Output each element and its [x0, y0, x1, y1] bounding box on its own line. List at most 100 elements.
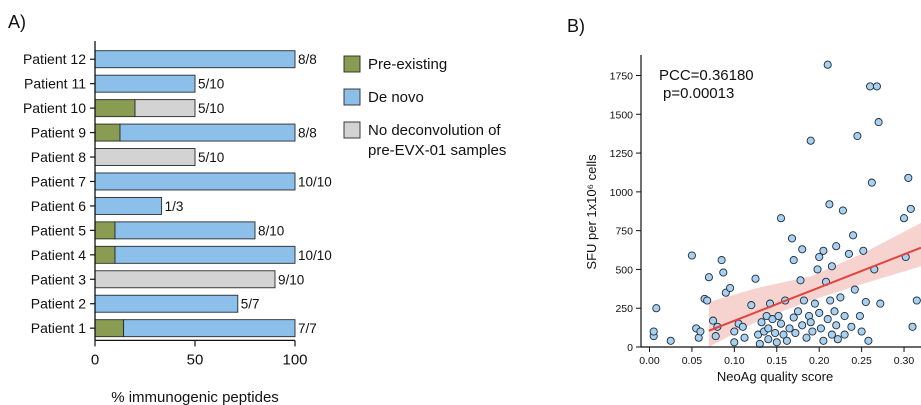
category-label: Patient 12	[23, 51, 86, 67]
data-point	[832, 242, 841, 251]
data-point	[747, 301, 756, 310]
data-point	[771, 328, 780, 338]
data-point	[806, 318, 815, 327]
x-tick-label: 0.00	[639, 355, 660, 367]
y-tick-label: 1000	[610, 187, 634, 199]
data-point	[774, 311, 783, 321]
x-tick-label: 0.10	[724, 355, 745, 367]
panel-label-b: B)	[567, 16, 585, 36]
bar-value-label: 5/10	[198, 150, 224, 165]
data-point	[791, 328, 800, 338]
data-point	[799, 296, 808, 305]
data-point	[806, 136, 815, 145]
category-label: Patient 1	[31, 320, 86, 336]
regression-line	[708, 246, 921, 332]
data-point	[838, 206, 847, 215]
y-tick-label: 1250	[610, 148, 634, 160]
data-point	[709, 316, 718, 325]
category-label: Patient 7	[31, 173, 86, 189]
data-point	[833, 335, 842, 344]
data-point	[830, 307, 839, 316]
data-point	[844, 249, 853, 258]
bar-value-label: 5/7	[241, 297, 260, 312]
y-tick-label: 500	[615, 264, 633, 276]
data-point	[789, 313, 798, 322]
data-point	[861, 297, 870, 307]
x-tick-label: 0	[91, 351, 99, 368]
data-point	[855, 311, 864, 321]
y-tick-label: 1750	[610, 71, 634, 83]
bar-segment	[94, 123, 121, 142]
data-point	[827, 262, 836, 271]
data-point	[738, 322, 747, 331]
bar-value-label: 8/8	[298, 52, 317, 67]
data-point	[840, 311, 849, 321]
legend-label: De novo	[368, 89, 424, 106]
legend-swatch	[343, 88, 361, 106]
bar-value-label: 5/10	[198, 101, 224, 116]
data-point	[782, 336, 791, 345]
data-point	[810, 299, 819, 308]
data-point	[857, 327, 866, 336]
x-tick-label: 100	[282, 351, 307, 368]
data-point	[906, 204, 915, 213]
bar-value-label: 8/8	[298, 126, 317, 141]
annotation-pvalue: p=0.00013	[663, 85, 734, 102]
bar-segment	[94, 172, 296, 191]
bar-segment	[134, 99, 196, 118]
data-point	[815, 252, 824, 262]
bar-segment	[114, 221, 256, 240]
data-point	[819, 336, 828, 345]
legend-label: No deconvolution of pre-EVX-01 samples	[368, 122, 506, 159]
bar-segment	[94, 196, 163, 215]
x-tick-label: 0.05	[682, 355, 703, 367]
data-point	[666, 336, 675, 345]
data-point	[764, 335, 773, 344]
bar-segment	[94, 148, 196, 166]
scatter-points	[649, 60, 921, 348]
data-point	[726, 283, 735, 293]
confidence-band-area	[708, 222, 921, 347]
data-point	[776, 319, 786, 328]
x-axis: 0 50 100	[90, 41, 308, 368]
bar-segment	[114, 245, 296, 264]
data-point	[793, 307, 803, 316]
data-point	[908, 322, 917, 331]
x-tick-label: 0.25	[851, 355, 872, 367]
category-label: Patient 3	[31, 271, 86, 287]
data-point	[652, 304, 661, 313]
data-point	[703, 296, 712, 305]
category-label: Patient 9	[31, 125, 86, 141]
legend-label: Pre-existing	[368, 56, 447, 73]
bar-segment	[94, 50, 296, 69]
data-point	[802, 333, 811, 342]
data-point	[687, 251, 696, 260]
scatter-chart-panel: B) 0 250 500 750 1000 1250 1500 1750 0.00 0.05 0.1…	[567, 16, 921, 384]
data-point	[849, 231, 858, 240]
data-point	[789, 256, 798, 265]
data-point	[853, 131, 862, 141]
category-label: Patient 2	[31, 296, 86, 312]
legend-swatch	[343, 55, 361, 73]
data-point	[859, 246, 868, 255]
data-point	[785, 324, 794, 333]
data-point	[872, 82, 881, 91]
data-point	[717, 256, 726, 265]
y-tick-label: 750	[615, 226, 633, 238]
data-point	[864, 336, 873, 345]
category-label: Patient 5	[31, 222, 86, 238]
panel-label-a: A)	[8, 12, 26, 32]
y-tick-label: 1500	[610, 109, 634, 121]
category-label: Patient 8	[31, 149, 86, 165]
data-point	[825, 200, 834, 209]
data-point	[796, 276, 805, 285]
data-point	[798, 321, 807, 330]
x-tick-label: 0.15	[767, 355, 788, 367]
bar-segment	[94, 99, 136, 118]
data-point	[649, 327, 658, 336]
x-tick-label: 50	[187, 351, 204, 368]
bar-value-label: 5/10	[198, 77, 224, 92]
bar-value-label: 10/10	[298, 248, 332, 263]
